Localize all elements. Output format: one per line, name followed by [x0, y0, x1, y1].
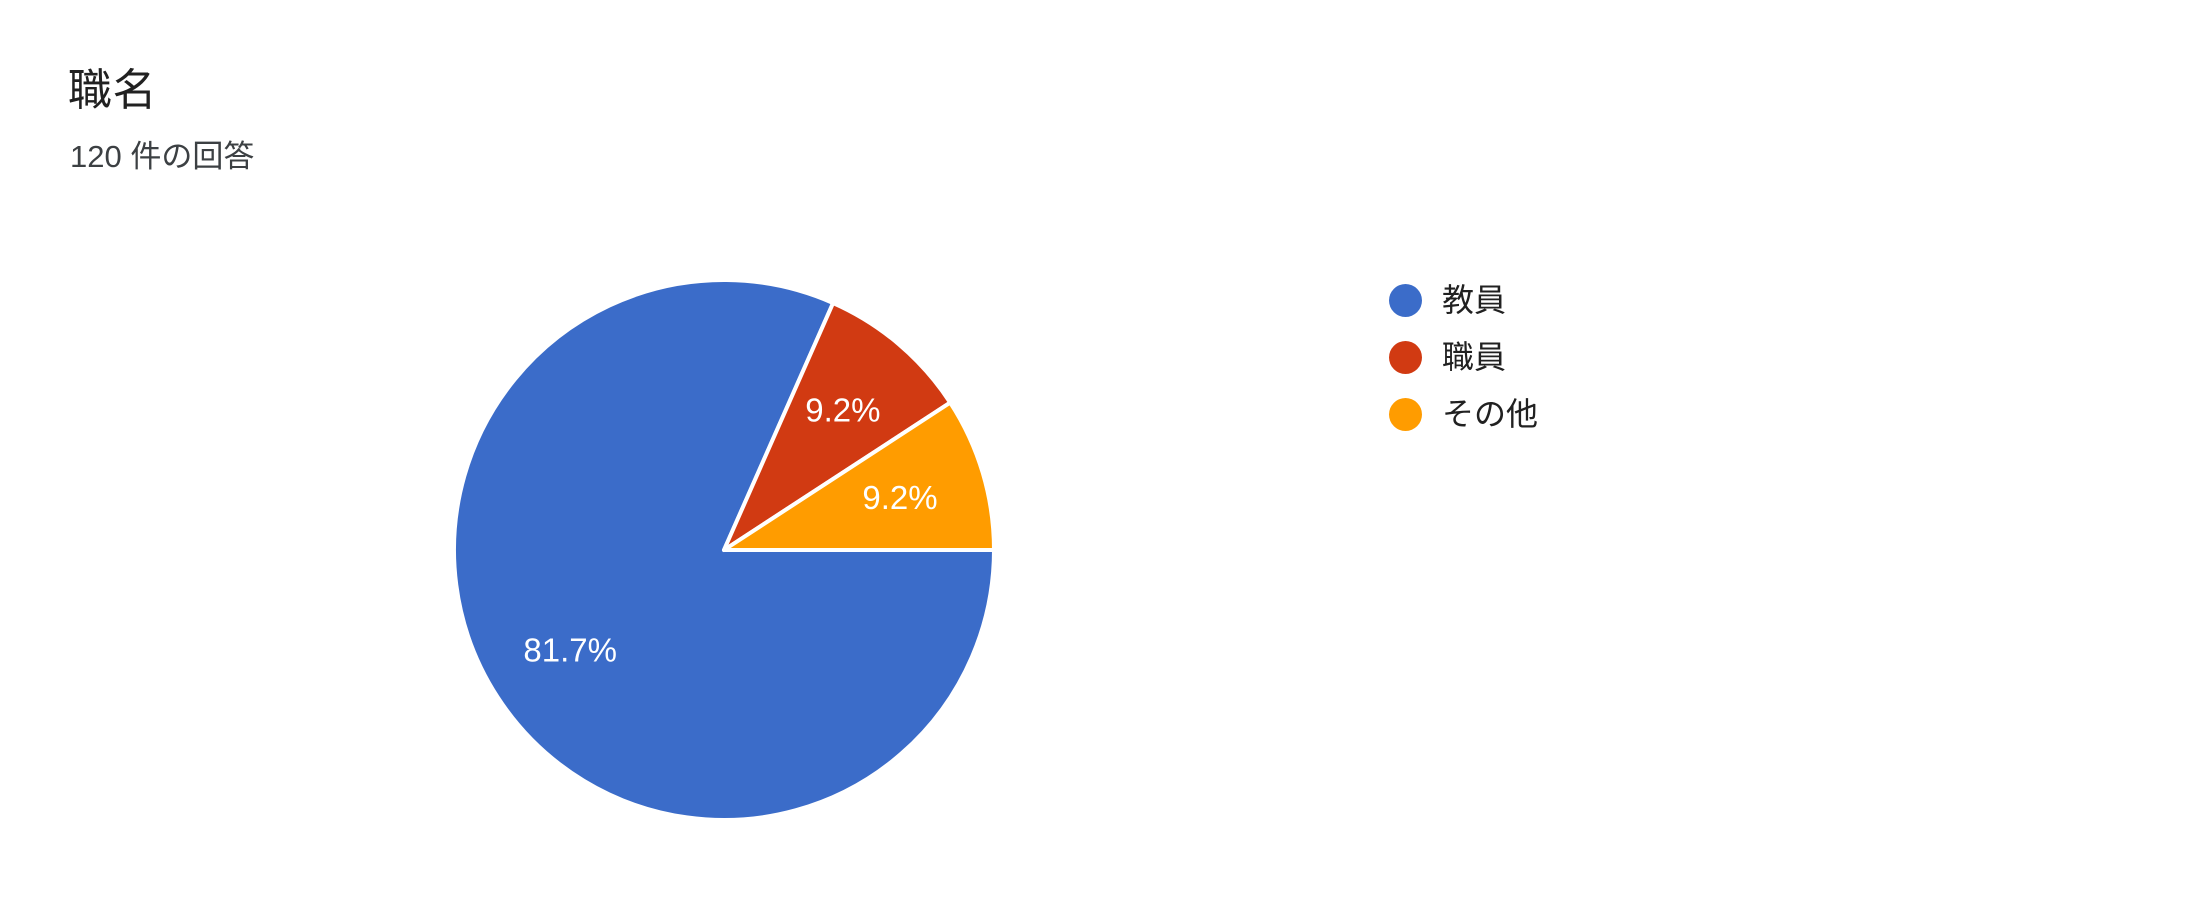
legend-label: 職員 — [1442, 339, 1507, 375]
legend-swatch-icon — [1389, 283, 1422, 317]
legend-item-2: その他 — [1389, 394, 1538, 434]
pie-slice-2[interactable] — [722, 400, 996, 552]
legend-item-0: 教員 — [1389, 280, 1538, 320]
pie-slice-1[interactable] — [722, 301, 953, 552]
response-count: 120 件の回答 — [70, 139, 255, 174]
legend-swatch-icon — [1389, 340, 1422, 374]
chart-title: 職名 — [68, 66, 157, 115]
chart-legend: 教員 職員 その他 — [1389, 280, 1538, 451]
legend-swatch-icon — [1389, 397, 1422, 431]
legend-item-1: 職員 — [1389, 337, 1538, 377]
pie-chart: 81.7% 9.2% 9.2% — [424, 250, 1024, 850]
legend-label: 教員 — [1442, 282, 1507, 318]
legend-label: その他 — [1442, 396, 1539, 432]
